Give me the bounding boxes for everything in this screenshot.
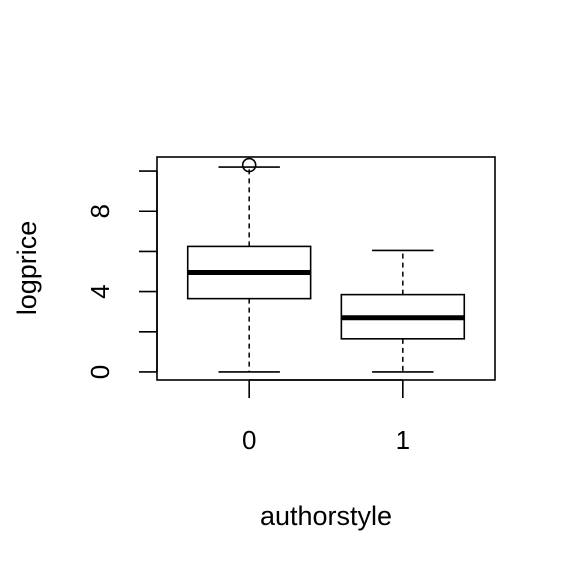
boxes <box>186 157 466 373</box>
y-axis-label: logprice <box>12 221 42 316</box>
y-tick-label: 8 <box>85 204 115 218</box>
x-tick-label: 0 <box>242 425 256 455</box>
y-axis: 0 4 8 <box>85 170 158 379</box>
x-tick-label: 1 <box>396 425 410 455</box>
x-axis-label: authorstyle <box>260 501 392 531</box>
box-group <box>186 157 312 373</box>
box-group <box>340 249 466 373</box>
y-tick-label: 4 <box>85 284 115 298</box>
outlier-point <box>241 157 257 173</box>
y-tick-label: 0 <box>85 365 115 379</box>
